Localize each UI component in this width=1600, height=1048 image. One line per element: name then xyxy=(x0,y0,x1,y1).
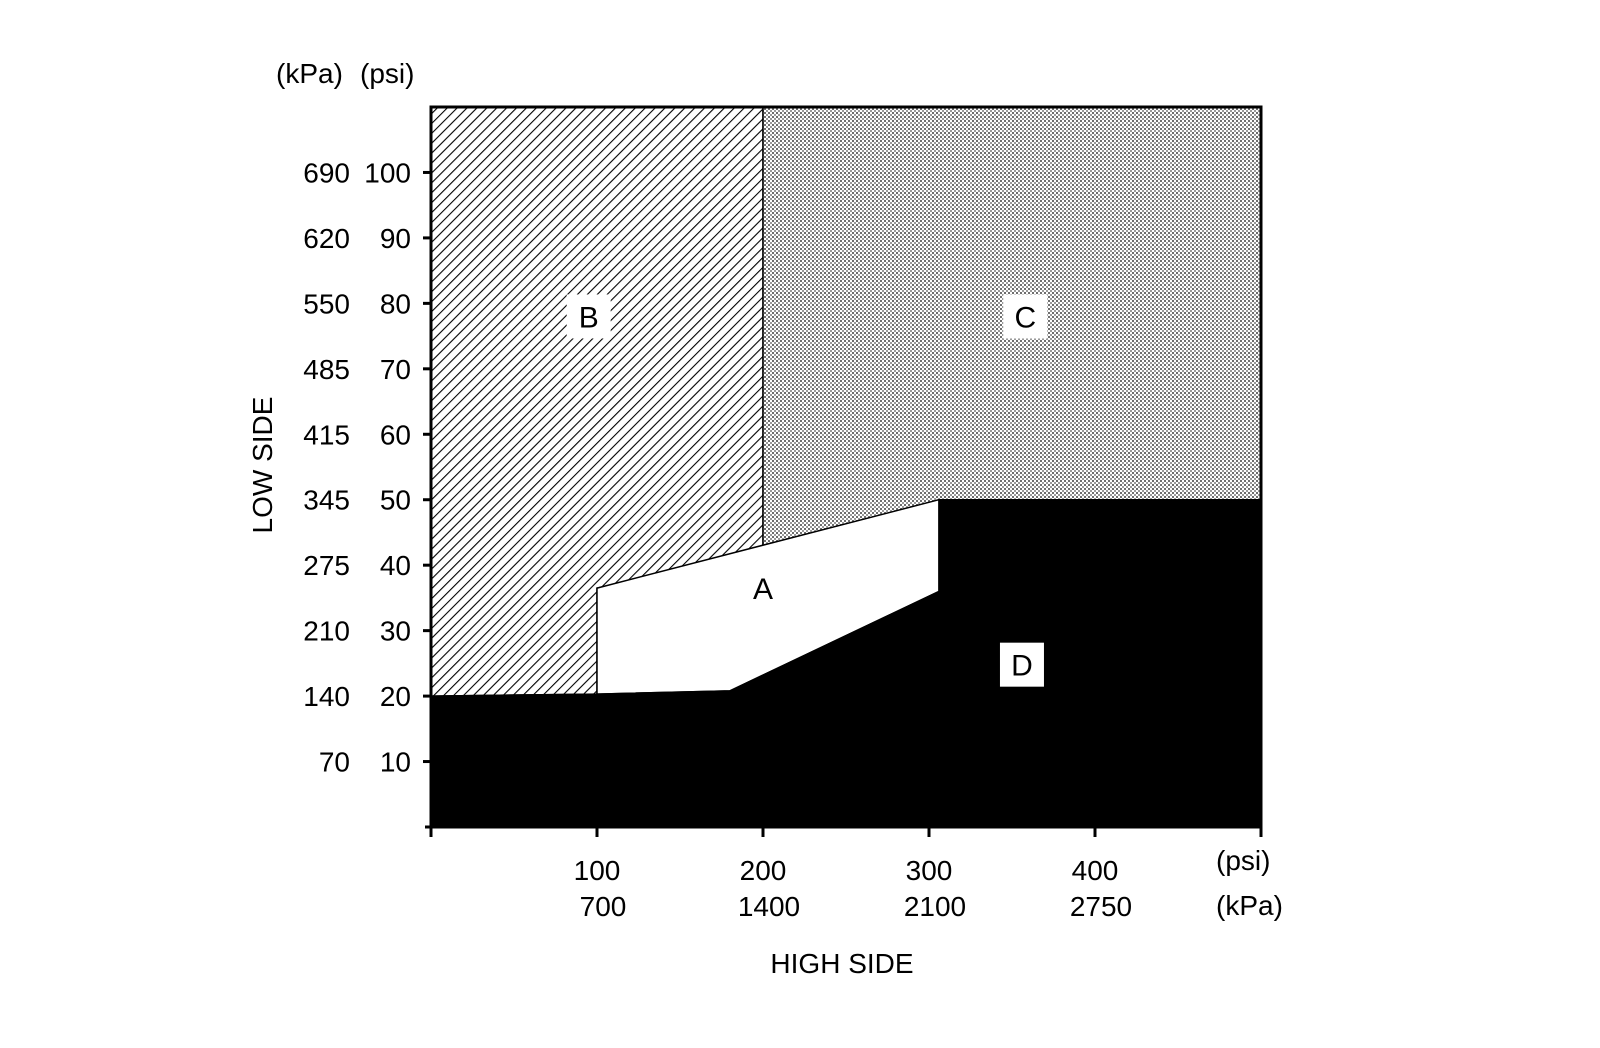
x-tick-label-psi: 100 xyxy=(574,855,621,886)
y-tick-label-kpa: 550 xyxy=(303,288,350,319)
y-tick-label-psi: 50 xyxy=(380,485,411,516)
x-unit-psi-label: (psi) xyxy=(1216,845,1270,876)
y-tick-label-kpa: 140 xyxy=(303,681,350,712)
y-tick-label-kpa: 275 xyxy=(303,550,350,581)
region-label-d: D xyxy=(1011,650,1033,683)
y-unit-kpa-label: (kPa) xyxy=(276,58,343,89)
y-tick-label-kpa: 415 xyxy=(303,419,350,450)
region-label-b: B xyxy=(579,301,599,334)
x-unit-kpa-label: (kPa) xyxy=(1216,890,1283,921)
y-tick-label-psi: 70 xyxy=(380,354,411,385)
x-tick-label-kpa: 1400 xyxy=(738,891,800,922)
x-axis-title: HIGH SIDE xyxy=(770,948,913,979)
y-tick-label-kpa: 70 xyxy=(319,747,350,778)
chart-axes: 10 70 20 140 30 210 40 275 50 345 60 415 70 485 80 550 9… xyxy=(303,105,1263,922)
x-tick-label-kpa: 2750 xyxy=(1070,891,1132,922)
plot-frame xyxy=(429,105,1263,829)
y-tick-label-kpa: 210 xyxy=(303,616,350,647)
region-label-c: C xyxy=(1014,301,1036,334)
region-label-box-c xyxy=(1003,294,1048,339)
y-tick-label-psi: 80 xyxy=(380,288,411,319)
region-label-box-d xyxy=(999,642,1044,687)
y-unit-psi-label: (psi) xyxy=(360,58,414,89)
x-tick-label-psi: 300 xyxy=(906,855,953,886)
y-tick-label-psi: 90 xyxy=(380,223,411,254)
y-tick-label-psi: 40 xyxy=(380,550,411,581)
y-tick-label-kpa: 620 xyxy=(303,223,350,254)
region-label-a: A xyxy=(753,573,773,606)
y-tick-label-psi: 20 xyxy=(380,681,411,712)
y-tick-label-psi: 10 xyxy=(380,747,411,778)
chart-regions xyxy=(430,106,1262,828)
y-tick-label-kpa: 345 xyxy=(303,485,350,516)
y-tick-label-kpa: 485 xyxy=(303,354,350,385)
y-tick-label-psi: 30 xyxy=(380,616,411,647)
x-tick-label-psi: 400 xyxy=(1072,855,1119,886)
region-label-box-b xyxy=(566,294,611,339)
y-tick-label-psi: 60 xyxy=(380,419,411,450)
y-tick-label-psi: 100 xyxy=(364,157,411,188)
chart-region-labels: B C A D xyxy=(566,294,1048,687)
x-tick-label-kpa: 700 xyxy=(580,891,627,922)
y-axis-title: LOW SIDE xyxy=(247,397,278,534)
y-tick-label-kpa: 690 xyxy=(303,157,350,188)
x-tick-label-kpa: 2100 xyxy=(904,891,966,922)
x-tick-label-psi: 200 xyxy=(740,855,787,886)
